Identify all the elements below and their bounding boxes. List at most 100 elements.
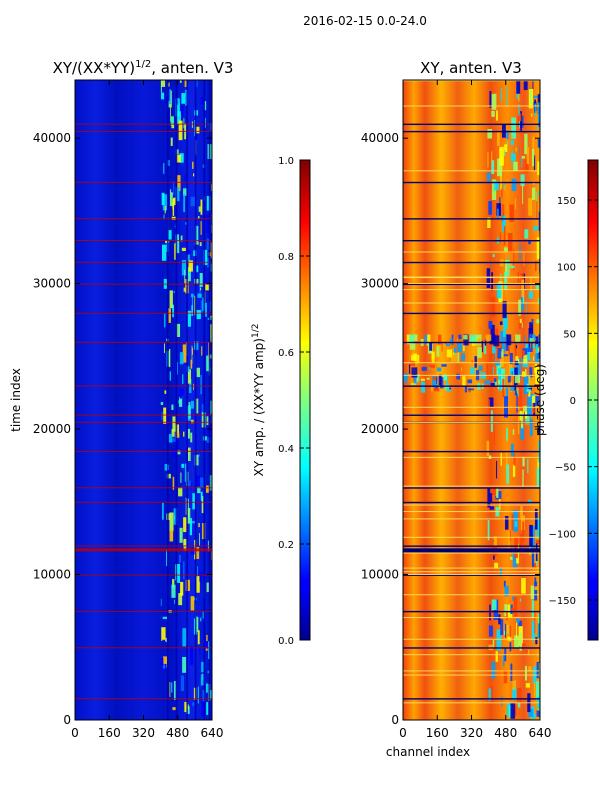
phase-disturbed-cell — [409, 334, 414, 343]
phase-texture-cell — [525, 299, 527, 316]
phase-disturbed-cell — [449, 338, 453, 344]
amplitude-flagged-row — [75, 501, 212, 503]
phase-texture-cell — [487, 520, 490, 541]
phase-texture-cell — [509, 556, 513, 560]
phase-light-row — [403, 617, 540, 619]
phase-disturbed-cell — [456, 338, 458, 342]
phase-texture-cell — [527, 396, 532, 416]
phase-texture-cell — [520, 426, 525, 440]
phase-texture-cell — [504, 623, 507, 638]
phase-disturbed-cell — [446, 374, 448, 386]
phase-light-row — [403, 406, 540, 408]
phase-disturbed-cell — [464, 385, 468, 393]
x-tick-label: 320 — [132, 726, 155, 740]
amplitude-texture-cell — [172, 202, 174, 210]
phase-texture-cell — [505, 260, 510, 277]
amplitude-flagged-row — [75, 545, 212, 547]
amplitude-texture-cell — [204, 277, 207, 285]
phase-texture-cell — [491, 151, 493, 163]
phase-disturbed-cell — [430, 386, 436, 392]
amplitude-texture-cell — [182, 628, 187, 647]
phase-disturbed-cell — [534, 366, 540, 374]
phase-disturbed-cell — [471, 360, 473, 364]
phase-texture-cell — [537, 103, 540, 123]
y-tick-label: 30000 — [33, 277, 71, 291]
amplitude-texture-cell — [161, 80, 166, 87]
phase-disturbed-cell — [493, 335, 500, 347]
amplitude-texture-cell — [196, 310, 201, 320]
phase-texture-cell — [512, 429, 515, 435]
amplitude-texture-cell — [186, 249, 191, 255]
phase-texture-cell — [536, 710, 540, 717]
phase-texture-cell — [488, 688, 493, 701]
amplitude-texture-cell — [160, 402, 164, 405]
amplitude-texture-cell — [184, 463, 187, 482]
colorbar-tick-label: 100 — [557, 263, 576, 274]
phase-disturbed-cell — [527, 347, 533, 352]
amplitude-texture-cell — [186, 508, 191, 524]
y-tick-label: 20000 — [361, 422, 399, 436]
amplitude-texture-cell — [200, 491, 203, 501]
amplitude-texture-cell — [205, 500, 207, 515]
phase-texture-cell — [486, 172, 491, 182]
colorbar-tick-label: −50 — [555, 463, 576, 474]
amplitude-texture-cell — [176, 439, 179, 450]
amplitude-texture-cell — [162, 639, 165, 643]
phase-texture-cell — [530, 393, 534, 401]
phase-texture-cell — [536, 467, 540, 488]
phase-texture-cell — [514, 537, 518, 559]
phase-texture-cell — [523, 80, 528, 91]
phase-texture-cell — [496, 203, 502, 216]
phase-disturbed-cell — [441, 341, 443, 352]
amplitude-texture-cell — [210, 315, 212, 319]
amplitude-texture-cell — [172, 416, 176, 432]
amplitude-texture-cell — [163, 343, 165, 354]
amplitude-texture-cell — [186, 253, 190, 261]
amplitude-texture-cell — [207, 670, 210, 674]
phase-texture-cell — [513, 161, 518, 171]
amplitude-texture-cell — [195, 547, 200, 560]
phase-texture-cell — [511, 513, 514, 530]
phase-texture-cell — [536, 237, 540, 260]
phase-texture-cell — [536, 661, 540, 679]
amplitude-texture-cell — [195, 225, 199, 244]
amplitude-texture-cell — [187, 369, 192, 384]
phase-texture-cell — [522, 643, 526, 647]
amplitude-texture-cell — [204, 636, 208, 649]
amplitude-texture-cell — [199, 477, 204, 489]
amplitude-texture-cell — [191, 400, 194, 409]
amplitude-texture-cell — [166, 473, 171, 479]
amplitude-texture-cell — [178, 487, 183, 497]
x-tick-label: 480 — [166, 726, 189, 740]
phase-texture-cell — [512, 687, 517, 701]
phase-texture-cell — [491, 599, 497, 610]
amplitude-colorbar-label-exponent: 1/2 — [251, 324, 261, 338]
amplitude-texture-cell — [187, 310, 192, 327]
phase-texture-cell — [518, 103, 520, 116]
amplitude-texture-cell — [164, 390, 167, 394]
phase-disturbed-cell — [529, 334, 533, 339]
phase-disturbed-cell — [507, 375, 511, 383]
phase-texture-cell — [506, 141, 508, 146]
amplitude-texture-cell — [200, 287, 202, 291]
phase-texture-cell — [487, 151, 489, 168]
phase-texture-cell — [523, 252, 525, 267]
phase-texture-cell — [502, 378, 505, 398]
amplitude-texture-cell — [170, 137, 173, 146]
phase-texture-cell — [522, 184, 524, 205]
amplitude-texture-cell — [173, 681, 177, 700]
phase-light-row — [403, 571, 540, 573]
phase-disturbed-cell — [517, 358, 520, 364]
amplitude-texture-cell — [197, 487, 201, 494]
phase-texture-cell — [537, 298, 540, 305]
phase-disturbed-cell — [530, 358, 532, 362]
amplitude-texture-cell — [196, 265, 199, 273]
x-tick-label: 640 — [529, 726, 552, 740]
phase-texture-cell — [523, 376, 529, 395]
phase-light-row — [403, 170, 540, 172]
phase-disturbed-cell — [463, 334, 469, 346]
amplitude-texture-cell — [198, 522, 200, 528]
amplitude-texture-cell — [189, 454, 191, 461]
phase-texture-cell — [489, 604, 491, 621]
